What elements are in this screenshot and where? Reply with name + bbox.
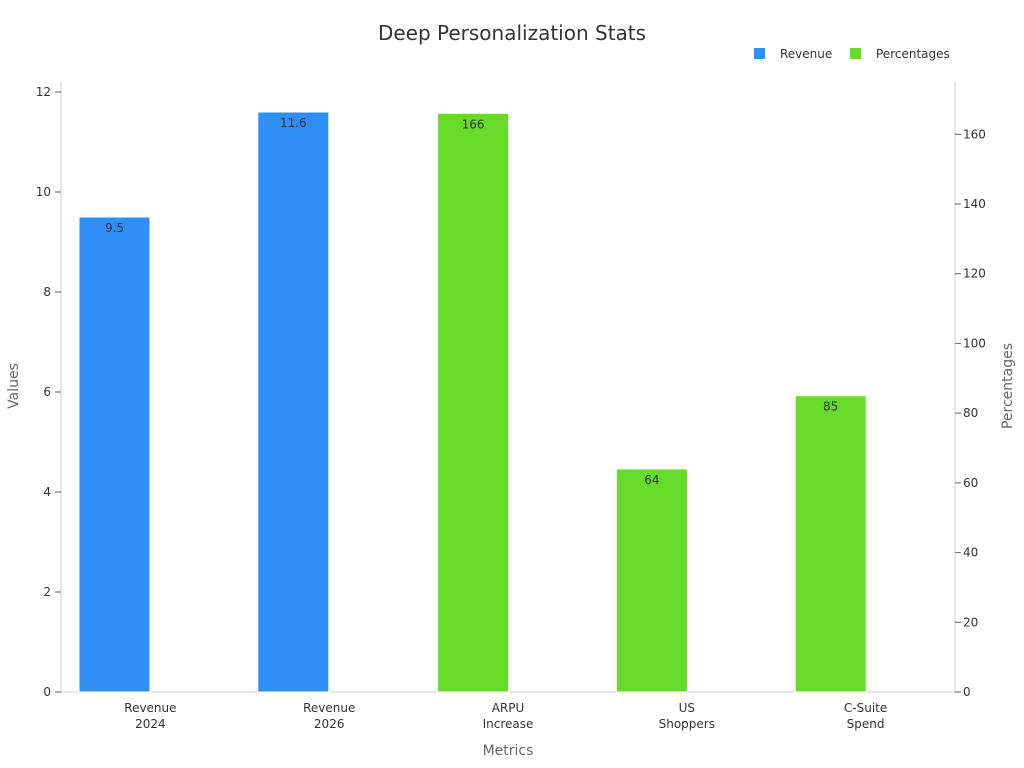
right-tick-label: 20: [963, 615, 978, 629]
legend-label: Revenue: [780, 47, 832, 61]
bar-value-label: 11.6: [280, 116, 307, 130]
right-tick-label: 0: [963, 685, 971, 699]
left-tick-label: 8: [43, 285, 51, 299]
legend: Revenue Percentages: [754, 47, 950, 61]
bar: [257, 111, 330, 693]
left-tick-label: 4: [43, 485, 51, 499]
bar-value-label: 85: [823, 400, 838, 414]
bar-value-label: 166: [462, 117, 485, 131]
x-axis-title: Metrics: [483, 743, 534, 759]
left-tick-label: 12: [36, 85, 51, 99]
x-tick-label: Revenue 2024: [124, 701, 176, 731]
x-tick-label: ARPU Increase: [483, 701, 534, 731]
bar-value-label: 64: [644, 473, 659, 487]
bar: [437, 112, 510, 693]
right-tick-label: 40: [963, 546, 978, 560]
bar-value-label: 9.5: [105, 221, 124, 235]
right-tick-label: 160: [963, 127, 986, 141]
legend-label: Percentages: [876, 47, 950, 61]
x-tick-label: C-Suite Spend: [844, 701, 887, 731]
left-tick-label: 10: [36, 185, 51, 199]
left-y-axis: 0 2 4 6 8 10 12: [36, 82, 62, 699]
right-tick-label: 100: [963, 336, 986, 350]
bars: 9.5 11.6 166 64 85: [78, 111, 867, 693]
x-axis: Revenue 2024 Revenue 2026 ARPU Increase US Shop…: [61, 691, 955, 731]
left-tick-label: 6: [43, 385, 51, 399]
x-tick-label: Revenue 2026: [303, 701, 355, 731]
x-tick-label: US Shoppers: [659, 701, 715, 731]
y2-axis-title: Percentages: [1000, 343, 1016, 429]
right-tick-label: 140: [963, 197, 986, 211]
bar: [794, 395, 867, 693]
bar: [615, 468, 688, 693]
right-tick-label: 120: [963, 267, 986, 281]
legend-swatch: [850, 48, 861, 59]
right-tick-label: 80: [963, 406, 978, 420]
chart-title: Deep Personalization Stats: [378, 21, 646, 45]
y-axis-title: Values: [6, 363, 22, 409]
legend-swatch: [754, 48, 765, 59]
bar: [78, 216, 151, 693]
left-tick-label: 2: [43, 585, 51, 599]
right-tick-label: 60: [963, 476, 978, 490]
left-tick-label: 0: [43, 685, 51, 699]
right-y-axis: 0 20 40 60 80 100 120 140 160: [954, 82, 986, 699]
